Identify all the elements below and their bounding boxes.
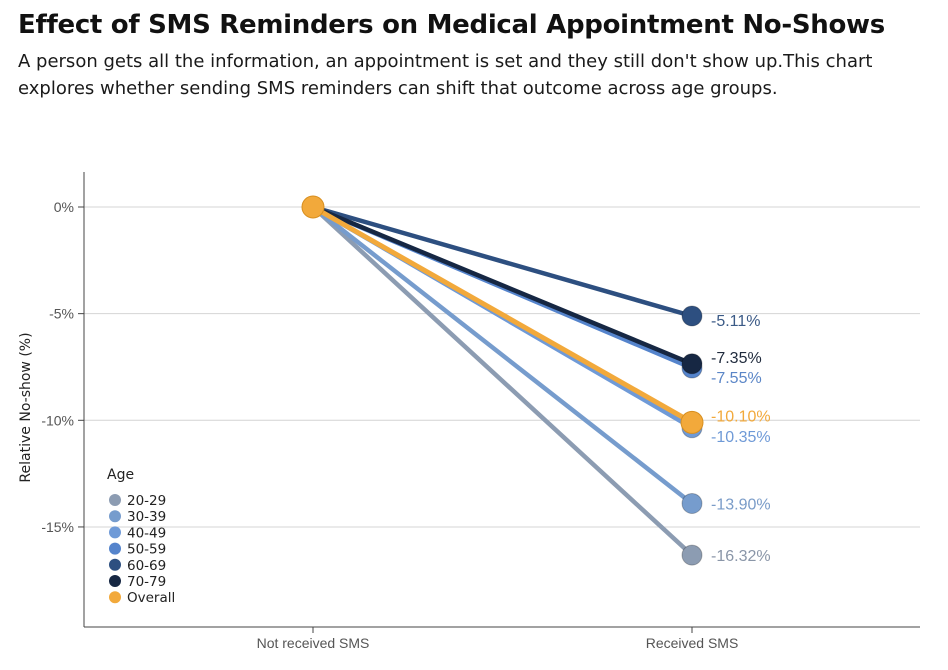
data-label: -13.90% bbox=[711, 496, 771, 513]
data-point bbox=[680, 410, 704, 434]
series-line bbox=[310, 204, 695, 425]
series-layer bbox=[301, 195, 704, 566]
legend-label: 50-59 bbox=[127, 542, 166, 558]
chart-subtitle: A person gets all the information, an ap… bbox=[18, 51, 873, 99]
series-line bbox=[310, 204, 695, 558]
y-axis-ticks: 0% -5% -10% -15% bbox=[41, 199, 84, 535]
legend-title: Age bbox=[107, 467, 134, 483]
series-20-29 bbox=[302, 196, 703, 566]
series-line bbox=[310, 204, 695, 367]
legend-item: Overall bbox=[109, 590, 175, 606]
x-tick-label: Received SMS bbox=[646, 635, 739, 651]
x-tick-label: Not received SMS bbox=[257, 635, 370, 651]
data-label: -5.11% bbox=[711, 313, 761, 330]
y-tick-label: -15% bbox=[41, 519, 74, 535]
legend-label: Overall bbox=[127, 590, 175, 606]
series-overall bbox=[301, 195, 704, 434]
data-label: -16.32% bbox=[711, 548, 771, 565]
series-line bbox=[310, 204, 695, 506]
legend-item: 60-69 bbox=[109, 558, 166, 574]
data-label: -10.35% bbox=[711, 429, 771, 446]
legend-item: 40-49 bbox=[109, 525, 166, 541]
data-label: -7.35% bbox=[711, 350, 762, 367]
gridlines bbox=[84, 206, 920, 528]
y-tick-label: -5% bbox=[49, 306, 74, 322]
data-label: -10.10% bbox=[711, 408, 771, 425]
legend-item: 50-59 bbox=[109, 542, 166, 558]
legend-item: 70-79 bbox=[109, 574, 166, 590]
y-tick-label: -10% bbox=[41, 412, 74, 428]
data-point bbox=[681, 492, 703, 514]
legend-item: 30-39 bbox=[109, 509, 166, 525]
legend-label: 20-29 bbox=[127, 493, 166, 509]
legend-label: 70-79 bbox=[127, 574, 166, 590]
legend-marker bbox=[109, 526, 121, 539]
legend-item: 20-29 bbox=[109, 493, 166, 509]
data-point bbox=[681, 353, 703, 375]
y-axis-title: Relative No-show (%) bbox=[18, 332, 34, 482]
legend-marker bbox=[109, 494, 121, 506]
legend-marker bbox=[109, 591, 121, 604]
series-60-69 bbox=[302, 196, 703, 327]
data-point bbox=[681, 305, 703, 327]
data-label: -7.55% bbox=[711, 370, 762, 387]
series-30-39 bbox=[302, 196, 703, 514]
data-point bbox=[301, 195, 325, 219]
legend-marker bbox=[109, 575, 121, 587]
legend-label: 30-39 bbox=[127, 509, 166, 525]
legend-marker bbox=[109, 510, 121, 523]
data-point bbox=[681, 544, 703, 566]
chart-title: Effect of SMS Reminders on Medical Appoi… bbox=[18, 10, 885, 40]
y-tick-label: 0% bbox=[54, 199, 74, 215]
legend-marker bbox=[109, 558, 121, 571]
legend-label: 60-69 bbox=[127, 558, 166, 574]
legend: Age 20-2930-3940-4950-5960-6970-79Overal… bbox=[107, 467, 175, 606]
legend-marker bbox=[109, 542, 121, 555]
series-line bbox=[310, 204, 695, 319]
end-labels: -16.32% -13.90% -10.35% -7.55% -5.11% -7.35% -… bbox=[711, 313, 771, 565]
legend-label: 40-49 bbox=[127, 525, 166, 541]
x-axis-ticks: Not received SMS Received SMS bbox=[257, 627, 739, 651]
